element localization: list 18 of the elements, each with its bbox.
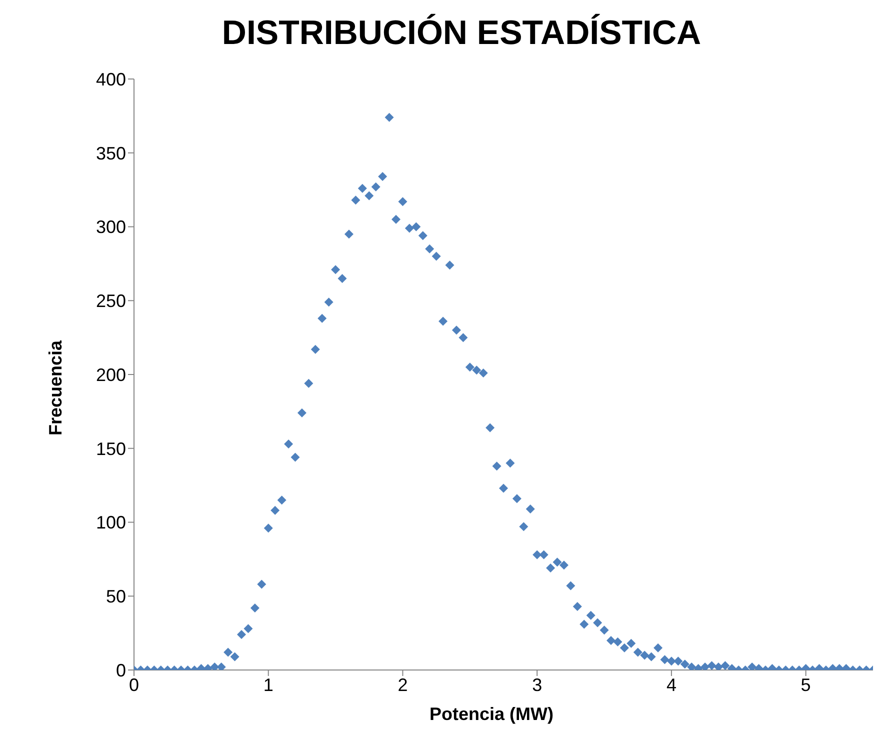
y-tick-label: 0 bbox=[116, 660, 126, 680]
chart-title: DISTRIBUCIÓN ESTADÍSTICA bbox=[220, 14, 702, 53]
y-tick-label: 400 bbox=[96, 69, 126, 90]
x-tick-label: 0 bbox=[128, 674, 140, 695]
x-tick-label: 3 bbox=[532, 674, 542, 695]
x-tick-label: 4 bbox=[666, 674, 676, 695]
y-tick-label: 50 bbox=[106, 586, 126, 607]
y-tick-label: 100 bbox=[96, 512, 126, 533]
x-axis-title: Potencia (MW) bbox=[428, 704, 554, 725]
x-tick-label: 5 bbox=[800, 674, 811, 695]
y-tick-label: 250 bbox=[96, 291, 126, 312]
x-tick-label: 2 bbox=[398, 674, 408, 695]
y-tick-label: 200 bbox=[96, 364, 126, 385]
y-tick-label: 150 bbox=[96, 438, 126, 459]
x-tick-label: 1 bbox=[263, 674, 274, 695]
y-tick-label: 350 bbox=[96, 143, 126, 164]
y-tick-label: 300 bbox=[96, 217, 126, 238]
y-axis-title: Frecuencia bbox=[46, 340, 66, 436]
